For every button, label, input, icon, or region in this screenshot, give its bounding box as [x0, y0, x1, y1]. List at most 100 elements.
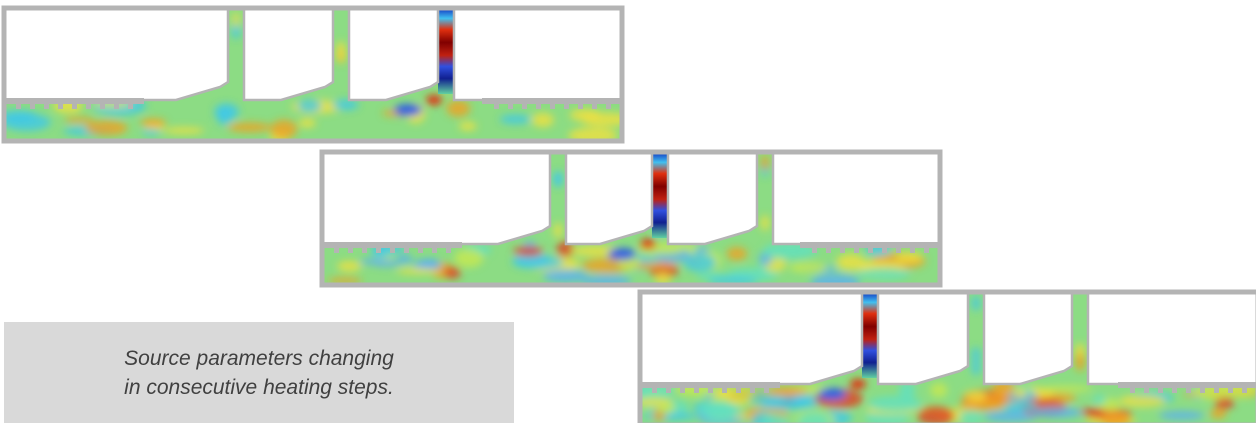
tooth — [432, 247, 437, 253]
heat-blob — [513, 246, 543, 256]
heat-blob — [703, 403, 737, 422]
tooth — [1214, 387, 1219, 393]
heat-blob — [1014, 388, 1027, 397]
tooth — [666, 387, 671, 393]
heat-blob — [543, 269, 588, 282]
cold-blob — [394, 104, 422, 116]
chamber — [244, 8, 333, 100]
heat-blob — [227, 122, 271, 132]
tooth — [694, 387, 699, 393]
caption-line: Source parameters changing — [124, 344, 394, 373]
heat-blob — [1030, 407, 1082, 418]
channel-blob — [231, 12, 241, 28]
tooth — [1242, 387, 1247, 393]
panel — [633, 292, 1256, 423]
tooth — [1200, 387, 1205, 393]
heat-blob — [500, 114, 531, 124]
heat-blob — [811, 274, 860, 291]
tooth — [708, 387, 713, 393]
chamber — [349, 8, 438, 100]
heat-blob — [140, 119, 167, 127]
tooth — [30, 103, 35, 109]
panel — [322, 152, 940, 290]
heat-blob — [372, 260, 401, 267]
tooth — [58, 103, 63, 109]
tooth — [536, 103, 541, 109]
heat-blob — [446, 100, 470, 117]
heat-blob — [454, 249, 483, 268]
tooth — [334, 247, 339, 253]
heat-blob — [789, 262, 827, 273]
heat-blob — [271, 120, 298, 139]
chamber — [773, 152, 940, 244]
heat-blob — [765, 390, 799, 396]
heat-blob — [297, 99, 321, 112]
tooth — [854, 247, 859, 253]
heat-blob — [658, 404, 676, 414]
tooth — [404, 247, 409, 253]
tooth — [924, 247, 929, 253]
channel-blob — [760, 215, 770, 231]
chamber — [878, 292, 968, 384]
tooth — [114, 103, 119, 109]
tooth — [564, 103, 569, 109]
heat-blob — [726, 247, 747, 260]
tooth — [390, 247, 395, 253]
heat-blob — [142, 129, 161, 136]
hot-blob — [640, 239, 656, 249]
tooth — [86, 103, 91, 109]
tooth — [882, 247, 887, 253]
tooth — [826, 247, 831, 253]
tooth — [868, 247, 873, 253]
heat-blob — [444, 267, 461, 279]
heat-blob — [214, 103, 239, 120]
tooth — [812, 247, 817, 253]
channel-blob — [971, 347, 981, 363]
tooth — [750, 387, 755, 393]
channel-blob — [1075, 356, 1085, 372]
tooth — [896, 247, 901, 253]
tooth — [592, 103, 597, 109]
tooth — [578, 103, 583, 109]
cold-blob — [608, 248, 636, 260]
hot-blob — [426, 95, 442, 105]
heat-blob — [895, 252, 923, 262]
chamber — [4, 8, 228, 100]
channel-blob — [971, 295, 981, 311]
panel — [0, 8, 632, 144]
heat-blob — [643, 412, 698, 420]
channel-blob — [553, 171, 563, 187]
heat-blob — [1159, 411, 1205, 420]
heat-blob — [299, 118, 316, 127]
heat-blob — [868, 396, 921, 412]
caption-box: Source parameters changing in consecutiv… — [4, 322, 514, 423]
tooth — [910, 247, 915, 253]
chamber — [668, 152, 757, 244]
tooth — [44, 103, 49, 109]
heat-blob — [930, 383, 947, 398]
tooth — [1130, 387, 1135, 393]
channel-blob — [336, 47, 346, 63]
heat-blob — [760, 395, 811, 410]
heat-blob — [836, 254, 865, 271]
tooth — [522, 103, 527, 109]
caption-line: in consecutive heating steps. — [124, 373, 394, 402]
heat-blob — [1041, 385, 1092, 392]
heat-blob — [85, 120, 128, 135]
tooth — [764, 387, 769, 393]
tooth — [128, 103, 133, 109]
heat-blob — [459, 122, 477, 131]
tooth — [1172, 387, 1177, 393]
heat-blob — [337, 261, 361, 272]
channel-blob — [760, 155, 770, 171]
tooth — [1144, 387, 1149, 393]
tooth — [736, 387, 741, 393]
heat-blob — [1093, 395, 1106, 405]
heat-blob — [684, 254, 716, 272]
tooth — [348, 247, 353, 253]
channel-blob — [553, 222, 563, 238]
tooth — [606, 103, 611, 109]
heat-blob — [164, 127, 205, 134]
cold-blob — [818, 388, 846, 400]
tooth — [16, 103, 21, 109]
